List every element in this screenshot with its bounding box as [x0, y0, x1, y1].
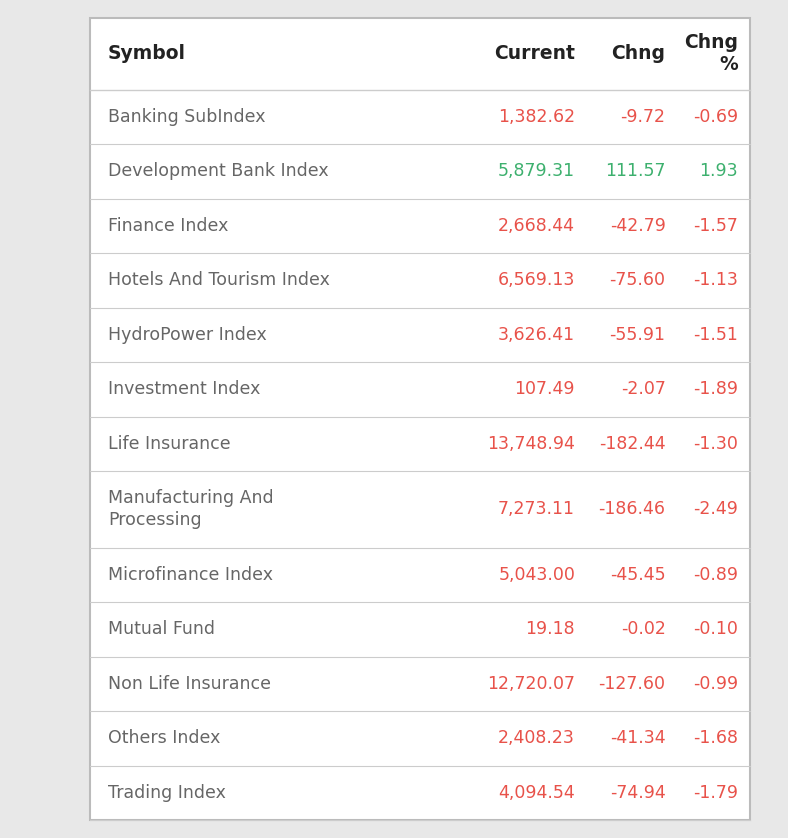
Text: -127.60: -127.60: [599, 675, 666, 693]
Text: -2.49: -2.49: [693, 500, 738, 519]
Bar: [90, 18, 750, 820]
Text: 2,408.23: 2,408.23: [498, 729, 575, 747]
Text: -1.13: -1.13: [693, 272, 738, 289]
Text: Chng: Chng: [611, 44, 666, 64]
Text: 1.93: 1.93: [700, 163, 738, 180]
Text: Finance Index: Finance Index: [108, 217, 229, 235]
Text: Trading Index: Trading Index: [108, 784, 226, 802]
Text: 4,094.54: 4,094.54: [498, 784, 575, 802]
Text: HydroPower Index: HydroPower Index: [108, 326, 267, 344]
Text: Development Bank Index: Development Bank Index: [108, 163, 329, 180]
Text: Symbol: Symbol: [108, 44, 186, 64]
Text: 5,043.00: 5,043.00: [498, 566, 575, 584]
Text: 19.18: 19.18: [526, 620, 575, 639]
Text: -186.46: -186.46: [599, 500, 666, 519]
Text: Chng
%: Chng %: [684, 34, 738, 75]
Text: -1.68: -1.68: [693, 729, 738, 747]
Text: -9.72: -9.72: [620, 108, 666, 126]
Text: -41.34: -41.34: [610, 729, 666, 747]
Text: 3,626.41: 3,626.41: [498, 326, 575, 344]
Text: 1,382.62: 1,382.62: [498, 108, 575, 126]
Text: 111.57: 111.57: [605, 163, 666, 180]
Text: -0.02: -0.02: [621, 620, 666, 639]
Text: Others Index: Others Index: [108, 729, 221, 747]
Text: -0.69: -0.69: [693, 108, 738, 126]
Text: Current: Current: [494, 44, 575, 64]
Text: Banking SubIndex: Banking SubIndex: [108, 108, 266, 126]
Text: 107.49: 107.49: [515, 380, 575, 398]
Text: -1.89: -1.89: [693, 380, 738, 398]
Text: Hotels And Tourism Index: Hotels And Tourism Index: [108, 272, 330, 289]
Text: -0.89: -0.89: [693, 566, 738, 584]
Text: Microfinance Index: Microfinance Index: [108, 566, 273, 584]
Text: 5,879.31: 5,879.31: [498, 163, 575, 180]
Text: Life Insurance: Life Insurance: [108, 435, 231, 453]
Text: -0.10: -0.10: [693, 620, 738, 639]
Text: 13,748.94: 13,748.94: [487, 435, 575, 453]
Text: -42.79: -42.79: [610, 217, 666, 235]
Text: Manufacturing And
Processing: Manufacturing And Processing: [108, 489, 273, 530]
Text: -1.79: -1.79: [693, 784, 738, 802]
Text: 12,720.07: 12,720.07: [487, 675, 575, 693]
Text: -182.44: -182.44: [599, 435, 666, 453]
Text: -75.60: -75.60: [610, 272, 666, 289]
Text: -0.99: -0.99: [693, 675, 738, 693]
Text: -1.30: -1.30: [693, 435, 738, 453]
Text: -45.45: -45.45: [610, 566, 666, 584]
Text: -2.07: -2.07: [621, 380, 666, 398]
Text: Non Life Insurance: Non Life Insurance: [108, 675, 271, 693]
Text: -1.51: -1.51: [693, 326, 738, 344]
Text: -74.94: -74.94: [610, 784, 666, 802]
Text: -55.91: -55.91: [610, 326, 666, 344]
Text: 7,273.11: 7,273.11: [498, 500, 575, 519]
Text: Investment Index: Investment Index: [108, 380, 260, 398]
Text: 2,668.44: 2,668.44: [498, 217, 575, 235]
Text: -1.57: -1.57: [693, 217, 738, 235]
Text: Mutual Fund: Mutual Fund: [108, 620, 215, 639]
Text: 6,569.13: 6,569.13: [498, 272, 575, 289]
